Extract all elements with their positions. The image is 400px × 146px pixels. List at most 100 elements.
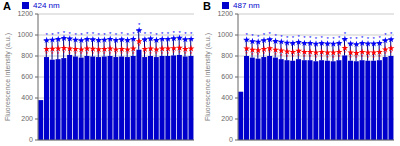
svg-text:0: 0	[29, 136, 33, 143]
svg-text:*: *	[384, 32, 387, 38]
svg-text:*: *	[349, 55, 352, 61]
svg-text:*: *	[103, 32, 106, 38]
svg-text:*: *	[155, 32, 158, 38]
svg-text:*: *	[103, 51, 106, 57]
svg-text:*: *	[138, 43, 141, 49]
svg-text:*: *	[178, 50, 181, 56]
svg-text:Fluorescence intensity (a.u.): Fluorescence intensity (a.u.)	[8, 33, 12, 121]
svg-text:*: *	[303, 54, 306, 60]
svg-text:*: *	[338, 54, 341, 60]
svg-text:*: *	[167, 51, 170, 57]
svg-text:*: *	[378, 54, 381, 60]
svg-text:*: *	[269, 31, 272, 37]
svg-text:*: *	[121, 31, 124, 37]
svg-text:*: *	[161, 31, 164, 37]
svg-text:1200: 1200	[17, 10, 33, 17]
svg-text:*: *	[378, 35, 381, 41]
svg-text:*: *	[109, 51, 112, 57]
svg-text:*: *	[263, 51, 266, 57]
svg-text:*: *	[80, 51, 83, 57]
svg-text:*: *	[367, 55, 370, 61]
svg-text:*: *	[280, 34, 283, 40]
svg-text:*: *	[384, 51, 387, 57]
svg-text:*: *	[344, 31, 347, 37]
svg-text:800: 800	[21, 52, 33, 59]
svg-text:*: *	[92, 31, 95, 37]
svg-text:*: *	[245, 51, 248, 57]
svg-text:*: *	[132, 31, 135, 37]
svg-text:*: *	[69, 31, 72, 37]
svg-text:*: *	[144, 51, 147, 57]
svg-text:*: *	[367, 36, 370, 42]
svg-text:1000: 1000	[217, 31, 233, 38]
svg-text:*: *	[57, 51, 60, 57]
svg-text:*: *	[190, 31, 193, 37]
svg-text:*: *	[297, 34, 300, 40]
svg-text:*: *	[321, 54, 324, 60]
svg-text:*: *	[138, 22, 141, 28]
svg-text:600: 600	[221, 73, 233, 80]
svg-text:*: *	[109, 31, 112, 37]
svg-text:*: *	[115, 32, 118, 38]
svg-text:*: *	[361, 35, 364, 41]
svg-text:*: *	[274, 33, 277, 39]
svg-text:*: *	[269, 50, 272, 56]
svg-text:*: *	[297, 53, 300, 59]
svg-text:*: *	[97, 32, 100, 38]
svg-text:200: 200	[221, 115, 233, 122]
svg-text:*: *	[303, 35, 306, 41]
svg-text:*: *	[292, 54, 295, 60]
svg-text:*: *	[251, 52, 254, 58]
svg-text:*: *	[155, 51, 158, 57]
svg-text:*: *	[126, 51, 129, 57]
svg-text:*: *	[149, 51, 152, 57]
svg-text:*: *	[321, 35, 324, 41]
svg-text:*: *	[245, 32, 248, 38]
svg-text:*: *	[173, 30, 176, 36]
svg-text:*: *	[263, 32, 266, 38]
svg-text:*: *	[178, 30, 181, 36]
svg-text:*: *	[373, 36, 376, 42]
svg-text:*: *	[121, 51, 124, 57]
svg-text:*: *	[92, 51, 95, 57]
svg-text:*: *	[338, 35, 341, 41]
svg-text:*: *	[286, 54, 289, 60]
svg-text:*: *	[63, 50, 66, 56]
svg-text:*: *	[257, 52, 260, 58]
svg-text:*: *	[144, 31, 147, 37]
svg-text:*: *	[332, 36, 335, 42]
svg-text:*: *	[355, 36, 358, 42]
svg-text:*: *	[161, 51, 164, 57]
svg-text:*: *	[274, 52, 277, 58]
svg-text:*: *	[390, 31, 392, 37]
svg-text:*: *	[184, 51, 187, 57]
svg-text:*: *	[361, 54, 364, 60]
svg-text:*: *	[86, 31, 89, 37]
svg-text:*: *	[45, 32, 48, 38]
svg-text:*: *	[45, 51, 48, 57]
svg-text:*: *	[69, 51, 72, 57]
svg-text:*: *	[173, 50, 176, 56]
svg-text:Fluorescence intensity (a.u.): Fluorescence intensity (a.u.)	[204, 33, 212, 121]
svg-text:*: *	[167, 31, 170, 37]
svg-text:*: *	[332, 55, 335, 61]
svg-text:400: 400	[21, 94, 33, 101]
svg-text:*: *	[286, 35, 289, 41]
svg-text:*: *	[51, 51, 54, 57]
svg-text:*: *	[57, 31, 60, 37]
svg-text:*: *	[251, 33, 254, 39]
svg-text:*: *	[74, 51, 77, 57]
svg-text:*: *	[309, 35, 312, 41]
svg-text:400: 400	[221, 94, 233, 101]
svg-text:*: *	[315, 55, 318, 61]
svg-text:*: *	[373, 55, 376, 61]
svg-text:*: *	[80, 32, 83, 38]
svg-text:*: *	[257, 34, 260, 40]
svg-text:800: 800	[221, 52, 233, 59]
svg-text:*: *	[63, 30, 66, 36]
svg-text:*: *	[184, 31, 187, 37]
svg-text:*: *	[390, 50, 392, 56]
svg-text:*: *	[315, 36, 318, 42]
svg-text:*: *	[190, 51, 193, 57]
svg-text:*: *	[326, 36, 329, 42]
